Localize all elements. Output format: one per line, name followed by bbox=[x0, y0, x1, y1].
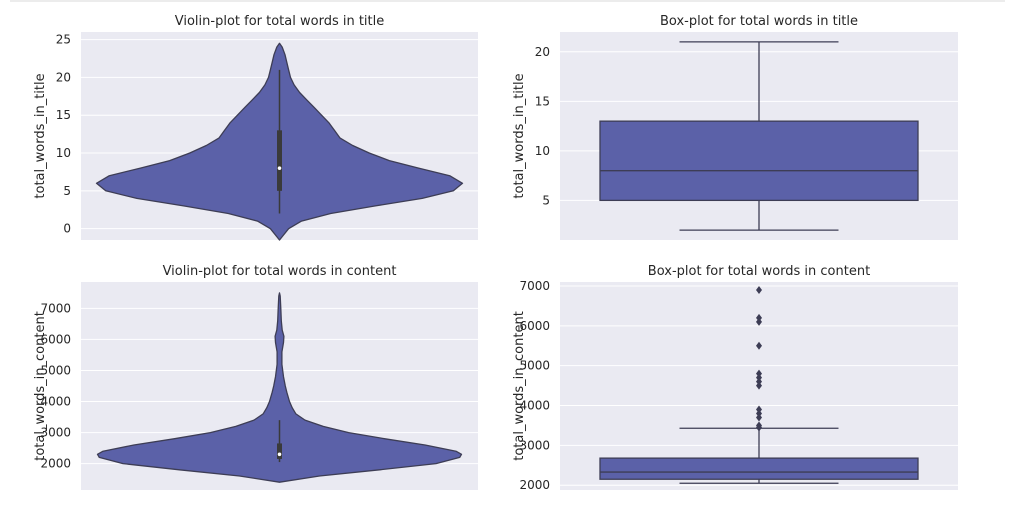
outlier-marker bbox=[756, 369, 762, 378]
violin-iqr-box bbox=[277, 130, 282, 191]
chart-title: Box-plot for total words in title bbox=[660, 14, 858, 29]
y-tick-label: 20 bbox=[535, 45, 550, 59]
y-tick-label: 20 bbox=[56, 70, 71, 84]
chart-title: Box-plot for total words in content bbox=[648, 264, 870, 279]
y-tick-label: 6000 bbox=[40, 332, 71, 346]
y-tick-label: 6000 bbox=[519, 319, 550, 333]
outlier-marker bbox=[756, 341, 762, 350]
y-axis-label: total_words_in_content bbox=[512, 311, 527, 461]
y-tick-label: 4000 bbox=[519, 399, 550, 413]
y-tick-label: 15 bbox=[56, 108, 71, 122]
outlier-marker bbox=[756, 285, 762, 294]
y-tick-label: 15 bbox=[535, 94, 550, 108]
outlier-marker bbox=[756, 313, 762, 322]
y-axis-label: total_words_in_title bbox=[33, 73, 48, 198]
y-tick-label: 25 bbox=[56, 33, 71, 47]
iqr-box bbox=[599, 457, 919, 480]
chart-panel-4: 2000 3000 4000 5000 6000 7000 Box-plot for tot… bbox=[512, 264, 958, 492]
chart-panel-3: 2000 3000 4000 5000 6000 7000 Violin-plot for … bbox=[33, 264, 478, 490]
y-tick-label: 2000 bbox=[40, 457, 71, 471]
iqr-box bbox=[599, 120, 919, 202]
y-tick-label: 5 bbox=[63, 184, 71, 198]
chart-panel-2: 5 10 15 20 Box-plot for total words in title… bbox=[512, 14, 958, 240]
top-border bbox=[10, 0, 1005, 2]
y-axis-label: total_words_in_content bbox=[33, 311, 48, 461]
chart-panel-1: 0 5 10 15 20 25 Violin-plot for total words in… bbox=[33, 14, 478, 241]
y-tick-label: 5 bbox=[542, 193, 550, 207]
y-tick-label: 3000 bbox=[40, 426, 71, 440]
violin-body bbox=[96, 292, 463, 483]
y-axis-label: total_words_in_title bbox=[512, 73, 527, 198]
y-tick-label: 5000 bbox=[519, 359, 550, 373]
y-tick-label: 5000 bbox=[40, 363, 71, 377]
outlier-marker bbox=[756, 405, 762, 414]
y-tick-label: 7000 bbox=[519, 279, 550, 293]
violin-median-dot bbox=[277, 166, 282, 170]
y-tick-label: 10 bbox=[56, 146, 71, 160]
y-tick-label: 2000 bbox=[519, 478, 550, 492]
outlier-marker bbox=[756, 421, 762, 430]
y-tick-label: 7000 bbox=[40, 301, 71, 315]
violin-median-dot bbox=[277, 452, 282, 457]
y-tick-label: 3000 bbox=[519, 438, 550, 452]
y-tick-label: 4000 bbox=[40, 395, 71, 409]
violin-iqr-box bbox=[277, 443, 282, 459]
chart-title: Violin-plot for total words in content bbox=[163, 264, 397, 279]
y-tick-label: 0 bbox=[63, 222, 71, 236]
y-tick-label: 10 bbox=[535, 144, 550, 158]
chart-title: Violin-plot for total words in title bbox=[175, 14, 385, 29]
